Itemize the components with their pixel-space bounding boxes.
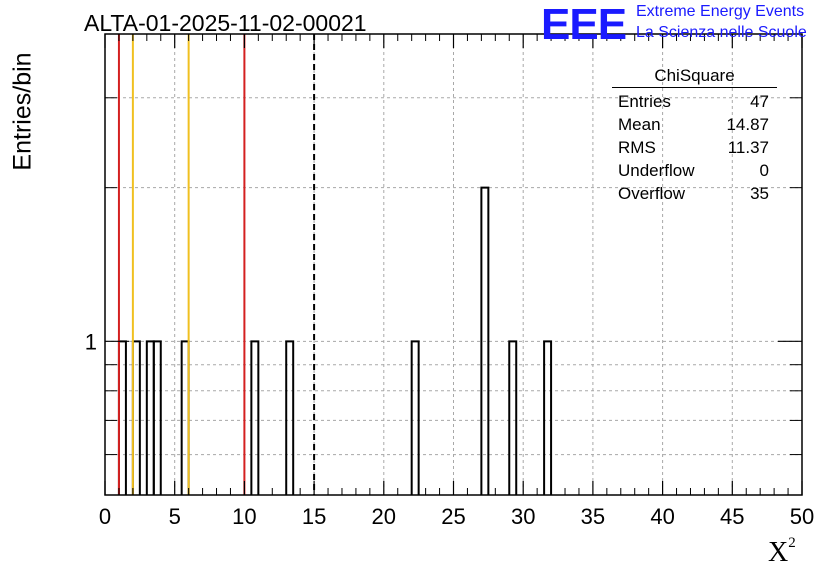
stats-row: Overflow 35 [618,184,769,203]
stats-title: ChiSquare [612,66,777,88]
x-tick-label: 40 [650,504,674,529]
axis-ticks: 0 5 10 15 20 25 30 35 40 45 50 1 [85,34,814,529]
chart-title: ALTA-01-2025-11-02-00021 [84,10,367,36]
stats-row: Mean 14.87 [618,115,769,134]
histogram-bin [250,340,260,495]
histogram-bin [285,340,295,495]
stats-row: Entries 47 [618,92,769,111]
histogram-bin [410,340,420,495]
stats-row: RMS 11.37 [618,138,769,157]
histogram-bin [543,340,553,495]
eee-logo: EEE [541,0,627,49]
x-tick-label: 0 [99,504,111,529]
histogram-bin [508,340,518,495]
histogram-bin [480,186,490,495]
reference-lines [117,34,316,495]
x-tick-label: 5 [169,504,181,529]
x-tick-label: 45 [720,504,744,529]
x-tick-label: 30 [511,504,535,529]
x-axis-label: X2 [768,534,796,568]
logo-line2: La Scienza nelle Scuole [636,24,807,41]
y-tick-label: 1 [85,329,97,354]
x-tick-label: 35 [581,504,605,529]
x-tick-label: 15 [302,504,326,529]
logo-line1: Extreme Energy Events [636,3,805,20]
histogram-bin [152,340,162,495]
stats-box: ChiSquare Entries 47 Mean 14.87 RMS 11.37 U… [612,66,777,205]
x-tick-label: 50 [790,504,814,529]
x-tick-label: 25 [441,504,465,529]
x-tick-label: 20 [372,504,396,529]
stats-row: Underflow 0 [618,161,769,180]
y-axis-label: Entries/bin [8,52,37,171]
x-tick-label: 10 [232,504,256,529]
